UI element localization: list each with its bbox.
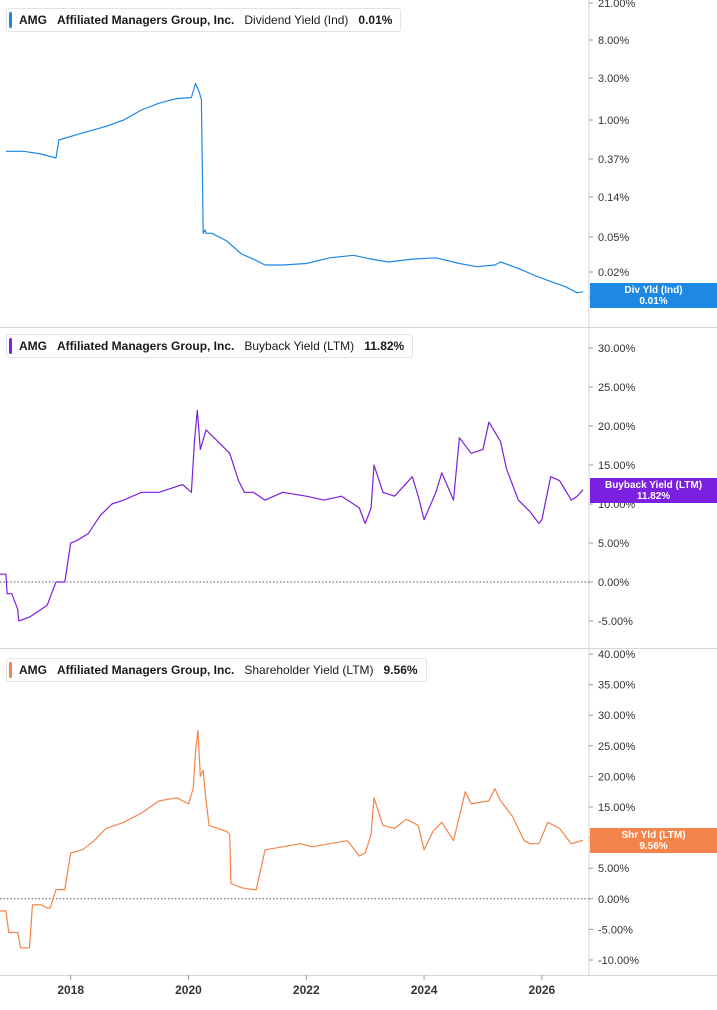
tag-value: 0.01%: [639, 296, 668, 307]
series-line-buyback: [0, 409, 584, 622]
series-line-dividend: [5, 82, 584, 294]
x-tick-label: 2018: [57, 983, 84, 997]
y-tick-label: 21.00%: [598, 0, 636, 10]
series-color-marker: [9, 662, 12, 678]
y-tick-label: 8.00%: [598, 35, 629, 47]
y-tick-label: 0.14%: [598, 192, 629, 204]
y-tick-label: 1.00%: [598, 115, 629, 127]
tag-label: Shr Yld (LTM): [621, 830, 686, 841]
legend-ticker: AMG: [19, 13, 47, 27]
legend-value: 0.01%: [358, 13, 393, 27]
y-tick-label: 0.05%: [598, 232, 629, 244]
y-tick-label: -5.00%: [598, 924, 633, 936]
tag-value: 9.56%: [639, 841, 668, 852]
y-tick-label: 30.00%: [598, 710, 636, 722]
y-tick-label: 30.00%: [598, 343, 636, 355]
last-value-tag-buyback: Buyback Yield (LTM) 11.82%: [590, 478, 717, 503]
legend-company: Affiliated Managers Group, Inc.: [57, 339, 235, 353]
legend-ticker: AMG: [19, 663, 47, 677]
y-tick-label: 15.00%: [598, 460, 636, 472]
x-tick-label: 2024: [411, 983, 438, 997]
y-tick-label: 20.00%: [598, 771, 636, 783]
legend-dividend-yield: AMG Affiliated Managers Group, Inc. Divi…: [6, 8, 402, 32]
y-tick-label: 0.02%: [598, 267, 629, 279]
legend-ticker: AMG: [19, 339, 47, 353]
y-tick-label: 35.00%: [598, 680, 636, 692]
y-tick-label: -10.00%: [598, 955, 639, 967]
y-tick-label: 5.00%: [598, 863, 629, 875]
y-tick-label: 0.00%: [598, 577, 629, 589]
y-tick-label: 15.00%: [598, 802, 636, 814]
x-tick-label: 2020: [175, 983, 202, 997]
y-tick-label: -5.00%: [598, 616, 633, 628]
y-tick-label: 0.37%: [598, 154, 629, 166]
legend-metric: Shareholder Yield (LTM): [244, 663, 374, 677]
legend-shareholder-yield: AMG Affiliated Managers Group, Inc. Shar…: [6, 658, 427, 682]
series-color-marker: [9, 12, 12, 28]
last-value-tag-dividend: Div Yld (Ind) 0.01%: [590, 283, 717, 308]
y-tick-label: 25.00%: [598, 382, 636, 394]
x-tick-label: 2022: [293, 983, 320, 997]
legend-company: Affiliated Managers Group, Inc.: [57, 663, 235, 677]
tag-label: Div Yld (Ind): [624, 285, 683, 296]
series-line-shareholder: [0, 729, 584, 949]
series-color-marker: [9, 338, 12, 354]
legend-value: 11.82%: [364, 339, 405, 353]
y-tick-label: 0.00%: [598, 894, 629, 906]
legend-value: 9.56%: [383, 663, 418, 677]
legend-company: Affiliated Managers Group, Inc.: [57, 13, 235, 27]
y-tick-label: 5.00%: [598, 538, 629, 550]
last-value-tag-shareholder: Shr Yld (LTM) 9.56%: [590, 828, 717, 853]
x-tick-label: 2026: [529, 983, 556, 997]
tag-label: Buyback Yield (LTM): [604, 480, 703, 491]
tag-value: 11.82%: [636, 491, 671, 502]
y-tick-label: 40.00%: [598, 649, 636, 661]
legend-metric: Dividend Yield (Ind): [244, 13, 349, 27]
y-tick-label: 3.00%: [598, 73, 629, 85]
y-tick-label: 20.00%: [598, 421, 636, 433]
y-tick-label: 25.00%: [598, 741, 636, 753]
legend-metric: Buyback Yield (LTM): [244, 339, 355, 353]
legend-buyback-yield: AMG Affiliated Managers Group, Inc. Buyb…: [6, 334, 414, 358]
